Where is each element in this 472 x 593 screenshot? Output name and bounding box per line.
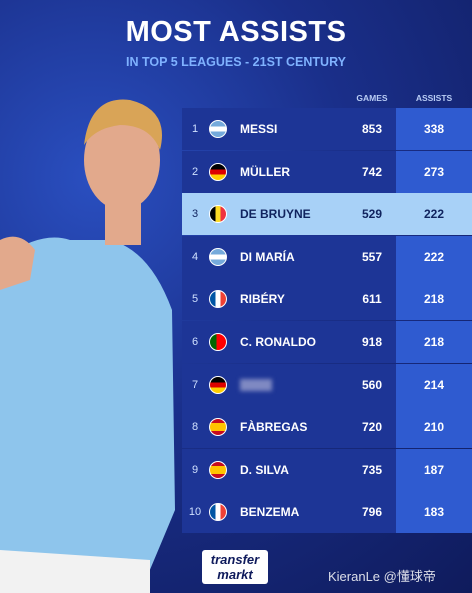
flag	[209, 162, 227, 181]
assists-cell-bg	[396, 108, 472, 150]
assists-cell-bg	[396, 363, 472, 406]
rank: 10	[188, 506, 202, 519]
table-row: 4 DI MARÍA 557 222	[182, 235, 472, 278]
rank: 4	[191, 250, 199, 263]
player-name: FÀBREGAS	[240, 420, 308, 435]
rank: 8	[191, 421, 199, 434]
table-row: 9 D. SILVA 735 187	[182, 448, 472, 491]
table-row: 8 FÀBREGAS 720 210	[182, 406, 472, 449]
title: MOST ASSISTS	[125, 16, 347, 48]
rank: 9	[191, 463, 199, 476]
logo-text: transfer	[210, 552, 260, 567]
logo: transfer markt	[202, 550, 268, 584]
table-row: 7 560 214	[182, 363, 472, 406]
games: 611	[362, 292, 382, 307]
assists-cell-bg	[396, 491, 472, 534]
watermark: KieranLe @懂球帝	[328, 569, 436, 584]
rank: 3	[191, 208, 199, 221]
games: 557	[361, 249, 383, 264]
flag	[209, 375, 227, 394]
rank: 2	[191, 165, 199, 178]
flag	[209, 333, 227, 351]
assists-cell-bg	[396, 150, 472, 193]
assists-cell-bg	[396, 235, 472, 278]
player-name: DI MARÍA	[240, 249, 295, 264]
column-header: ASSISTS	[415, 93, 453, 103]
flag	[209, 503, 227, 522]
assists: 183	[423, 505, 445, 520]
rank: 1	[191, 123, 199, 135]
games: 529	[361, 207, 383, 222]
games: 735	[361, 462, 383, 477]
games: 720	[361, 420, 383, 435]
assists: 338	[423, 122, 445, 136]
games: 796	[361, 505, 383, 520]
blurred-name	[240, 378, 272, 391]
assists: 273	[423, 164, 445, 179]
assists: 218	[423, 335, 445, 349]
games: 918	[361, 335, 383, 349]
player-name: BENZEMA	[240, 505, 300, 520]
flag	[209, 418, 227, 437]
rank: 5	[191, 293, 199, 306]
column-header: GAMES	[356, 93, 388, 103]
flag	[209, 460, 227, 479]
flag	[209, 120, 227, 138]
table-row: 2 MÜLLER 742 273	[182, 150, 472, 193]
assists: 214	[423, 377, 445, 392]
flag	[209, 247, 227, 266]
assists: 222	[423, 207, 445, 222]
assists-cell-bg	[396, 406, 472, 449]
logo-text: markt	[217, 567, 253, 582]
subtitle: IN TOP 5 LEAGUES - 21ST CENTURY	[126, 55, 346, 69]
rank: 7	[191, 378, 199, 391]
table-row: 10 BENZEMA 796 183	[182, 491, 472, 534]
assists: 218	[423, 292, 445, 307]
assists-cell-bg	[396, 193, 472, 236]
rank: 6	[191, 336, 199, 348]
games: 560	[361, 377, 383, 392]
player-name: DE BRUYNE	[240, 207, 311, 222]
games: 742	[361, 164, 383, 179]
table-row: 5 RIBÉRY 611 218	[182, 278, 472, 321]
player-name: MÜLLER	[240, 164, 290, 179]
player-name: C. RONALDO	[240, 335, 316, 349]
assists: 210	[423, 420, 445, 435]
assists-cell-bg	[396, 278, 472, 321]
games: 853	[361, 122, 383, 136]
player-name: MESSI	[240, 122, 278, 136]
table-row: 3 DE BRUYNE 529 222	[182, 193, 472, 236]
player-name: D. SILVA	[240, 462, 289, 477]
table-row: 6 C. RONALDO 918 218	[182, 321, 472, 363]
assists-cell-bg	[396, 321, 472, 363]
table-row: 1 MESSI 853 338	[182, 108, 472, 150]
player-photo	[0, 99, 175, 593]
player-name: RIBÉRY	[240, 292, 285, 307]
flag	[209, 290, 227, 309]
flag	[209, 205, 227, 224]
assists-cell-bg	[396, 448, 472, 491]
assists: 222	[423, 249, 445, 264]
assists: 187	[423, 462, 445, 477]
